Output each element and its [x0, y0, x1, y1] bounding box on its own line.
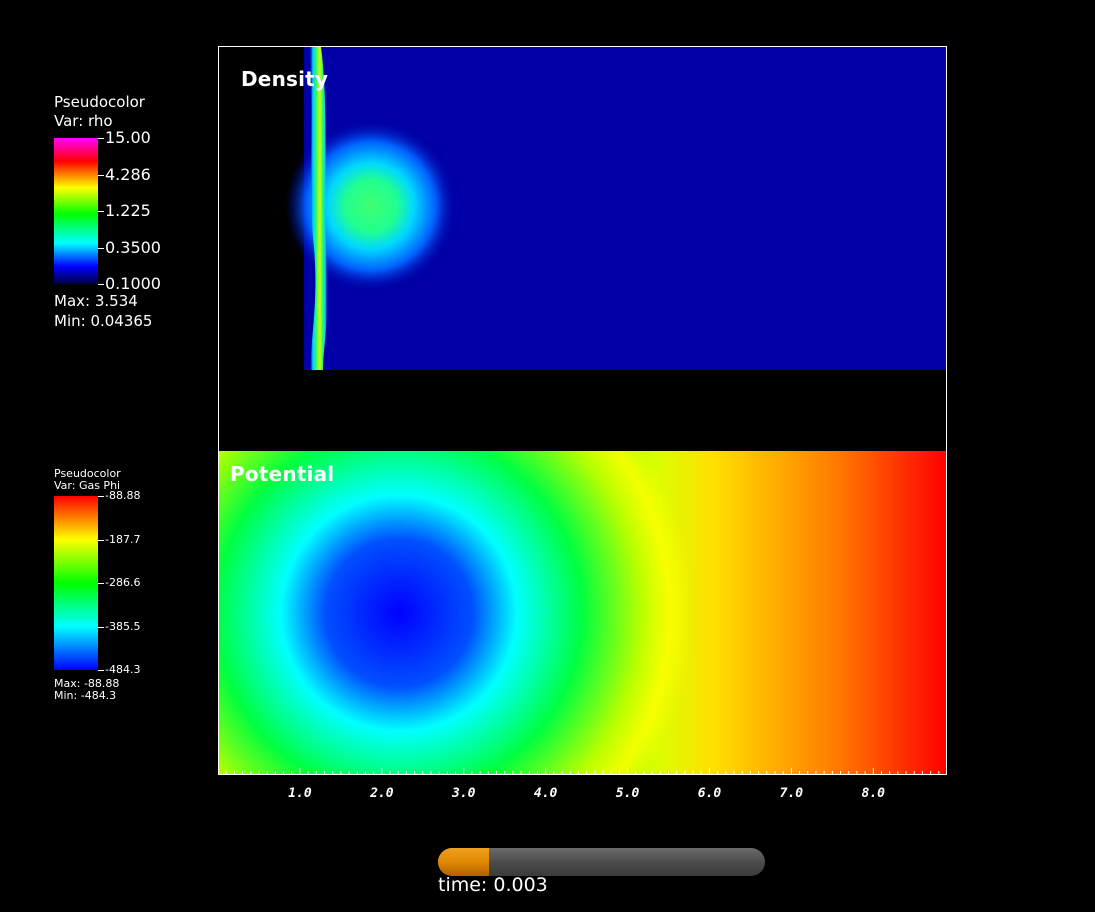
legend-tick-label: 0.3500	[105, 237, 161, 257]
density-legend-plot-type: Pseudocolor	[54, 93, 145, 111]
legend-tick-label: -88.88	[105, 489, 141, 503]
legend-tick-label: 15.00	[105, 128, 151, 148]
potential-legend-min: Min: -484.3	[54, 689, 117, 702]
legend-tick-label: -484.3	[105, 663, 141, 677]
legend-tick-label: -286.6	[105, 576, 141, 590]
legend-tick-label: 0.1000	[105, 274, 161, 294]
density-blob	[285, 120, 457, 292]
density-shock-front	[309, 47, 329, 370]
potential-colorbar	[54, 496, 98, 670]
legend-tick-mark	[98, 174, 104, 176]
x-tick-label: 5.0	[615, 786, 640, 801]
legend-tick-label: 1.225	[105, 201, 151, 221]
potential-title: Potential	[230, 462, 335, 486]
density-legend-max: Max: 3.534	[54, 292, 138, 310]
legend-tick-mark	[98, 284, 104, 285]
legend-tick-label: -187.7	[105, 532, 141, 546]
density-legend-min: Min: 0.04365	[54, 312, 153, 330]
legend-tick-label: -385.5	[105, 619, 141, 633]
x-axis	[218, 768, 947, 775]
legend-tick-mark	[98, 496, 104, 497]
potential-legend-plot-type: Pseudocolor	[54, 467, 121, 480]
potential-legend-max: Max: -88.88	[54, 677, 120, 690]
plot-canvas	[219, 47, 946, 774]
legend-tick-mark	[98, 138, 104, 139]
legend-tick-mark	[98, 626, 104, 628]
time-slider-fill	[438, 848, 489, 876]
legend-tick-mark	[98, 247, 104, 249]
legend-tick-mark	[98, 539, 104, 541]
x-tick-label: 7.0	[779, 786, 804, 801]
time-label: time: 0.003	[438, 874, 548, 896]
x-tick-label: 2.0	[370, 786, 394, 801]
potential-legend-var: Var: Gas Phi	[54, 479, 121, 492]
legend-tick-mark	[98, 583, 104, 584]
x-tick-label: 4.0	[533, 786, 558, 801]
x-tick-label: 3.0	[451, 786, 476, 801]
density-colorbar	[54, 138, 98, 284]
plot-frame: Density Potential	[218, 46, 947, 775]
x-tick-label: 6.0	[697, 786, 722, 801]
legend-tick-mark	[98, 211, 104, 212]
density-title: Density	[241, 67, 329, 91]
time-slider[interactable]	[438, 848, 765, 876]
legend-tick-mark	[98, 670, 104, 671]
density-legend-var: Var: rho	[54, 112, 113, 130]
potential-well	[219, 451, 694, 774]
legend-tick-label: 4.286	[105, 164, 151, 184]
x-tick-label: 8.0	[861, 786, 886, 801]
x-tick-label: 1.0	[288, 786, 312, 801]
